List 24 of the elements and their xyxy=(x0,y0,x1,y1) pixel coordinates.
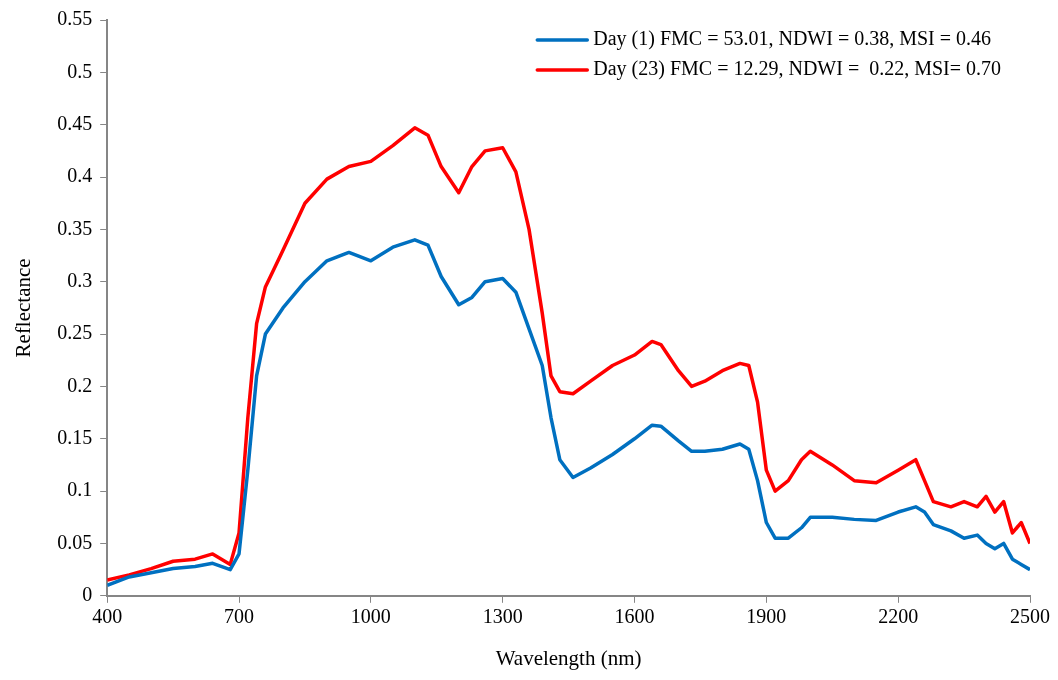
y-tick-label: 0.15 xyxy=(57,426,93,449)
x-tick-label: 1600 xyxy=(614,605,655,628)
y-tick-label: 0.1 xyxy=(67,478,93,501)
legend-label: Day (23) FMC = 12.29, NDWI = 0.22, MSI= 0.70 xyxy=(593,57,1001,81)
y-tick-label: 0.4 xyxy=(67,164,93,187)
y-tick-label: 0.45 xyxy=(57,111,93,134)
y-axis-title: Reflectance xyxy=(11,258,36,358)
y-tick-label: 0.35 xyxy=(57,216,93,239)
x-tick-label: 400 xyxy=(92,605,123,628)
legend-label: Day (1) FMC = 53.01, NDWI = 0.38, MSI = 0.46 xyxy=(593,27,991,51)
y-tick-label: 0.55 xyxy=(57,7,93,30)
y-tick-label: 0.5 xyxy=(67,59,93,82)
x-axis-title: Wavelength (nm) xyxy=(495,645,642,670)
x-tick-label: 1300 xyxy=(482,605,523,628)
x-tick-label: 1900 xyxy=(746,605,787,628)
y-tick-label: 0.05 xyxy=(57,530,93,553)
y-tick-label: 0.3 xyxy=(67,268,93,291)
x-tick-label: 2500 xyxy=(1010,605,1050,628)
x-tick-label: 2200 xyxy=(878,605,919,628)
y-tick-label: 0 xyxy=(82,583,93,606)
x-tick-label: 1000 xyxy=(350,605,391,628)
x-tick-label: 700 xyxy=(224,605,255,628)
y-tick-label: 0.25 xyxy=(57,321,93,344)
y-tick-label: 0.2 xyxy=(67,373,93,396)
